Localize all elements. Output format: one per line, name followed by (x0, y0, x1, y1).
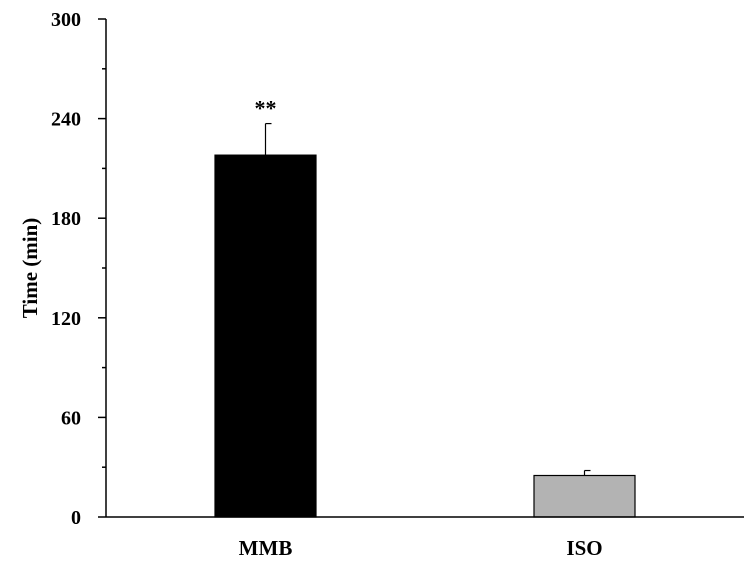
category-labels: MMB ISO (239, 536, 603, 560)
y-tick-label: 0 (71, 507, 81, 529)
y-axis: 0 60 120 180 240 300 (51, 9, 106, 529)
y-tick-label: 240 (51, 109, 81, 131)
category-label-iso: ISO (566, 536, 602, 560)
bars: ** (214, 96, 636, 518)
y-tick-label: 180 (51, 208, 81, 230)
y-tick-label: 300 (51, 9, 81, 31)
bar-mmb (214, 154, 317, 518)
y-tick-label: 60 (61, 407, 81, 429)
significance-marker: ** (255, 96, 277, 121)
category-label-mmb: MMB (239, 536, 293, 560)
y-axis-title: Time (min) (18, 218, 42, 319)
bar-iso (533, 474, 636, 518)
y-tick-label: 120 (51, 308, 81, 330)
